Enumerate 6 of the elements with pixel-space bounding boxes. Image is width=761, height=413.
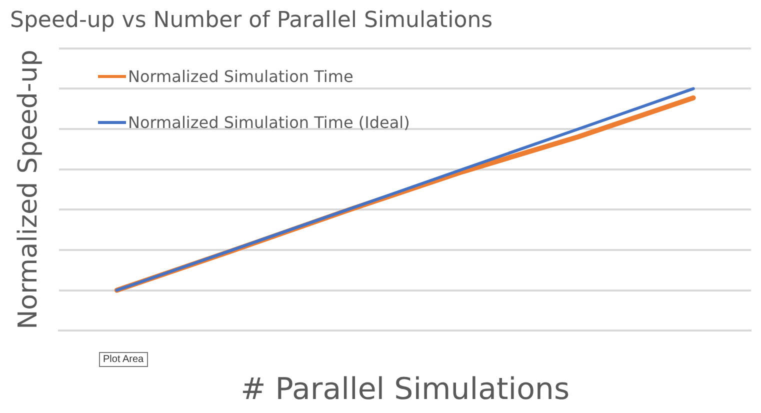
y-axis-title: Normalized Speed-up: [13, 50, 44, 330]
chart-title: Speed-up vs Number of Parallel Simulations: [10, 8, 493, 33]
legend-label: Normalized Simulation Time: [128, 66, 354, 86]
legend-label: Normalized Simulation Time (Ideal): [128, 112, 410, 132]
text: Plot Area: [99, 352, 148, 367]
x-axis-title: # Parallel Simulations: [240, 372, 570, 407]
